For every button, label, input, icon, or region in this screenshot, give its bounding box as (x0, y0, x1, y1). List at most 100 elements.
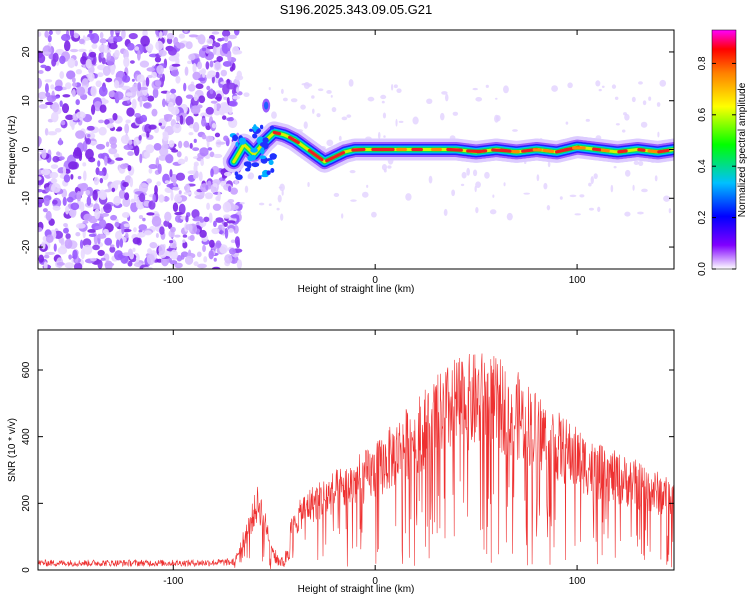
noise-blob (523, 192, 531, 195)
noise-blob (42, 208, 48, 213)
noise-blob (85, 148, 94, 160)
noise-blob (122, 228, 132, 233)
noise-blob (426, 98, 433, 105)
noise-blob (41, 241, 46, 250)
noise-blob (80, 248, 85, 260)
noise-blob (75, 99, 80, 106)
noise-blob (125, 92, 133, 97)
noise-blob (341, 213, 344, 219)
noise-blob (176, 114, 180, 122)
noise-blob (223, 96, 228, 101)
noise-blob (443, 208, 448, 217)
noise-blob (184, 255, 194, 265)
noise-blob (184, 66, 189, 76)
noise-blob (100, 52, 104, 59)
noise-blob (83, 170, 87, 181)
noise-blob (132, 237, 141, 245)
noise-blob (211, 266, 221, 269)
ridge-feature (251, 162, 260, 168)
noise-blob (145, 144, 155, 154)
noise-blob (230, 187, 238, 195)
noise-blob (49, 171, 59, 179)
noise-blob (177, 158, 186, 165)
noise-blob (475, 96, 483, 102)
noise-blob (185, 215, 189, 223)
noise-blob (183, 82, 187, 92)
noise-blob (119, 238, 124, 248)
spectrogram-y-tick-label: -20 (21, 239, 32, 254)
noise-blob (184, 183, 191, 193)
noise-blob (206, 85, 211, 91)
ridge-feature (250, 154, 256, 161)
noise-blob (108, 147, 118, 155)
noise-blob (213, 220, 217, 228)
noise-blob (489, 209, 497, 215)
noise-blob (162, 132, 169, 142)
spectrogram-ridge (222, 98, 674, 180)
noise-blob (51, 102, 60, 113)
noise-blob (551, 85, 558, 92)
noise-blob (588, 182, 592, 187)
noise-blob (611, 84, 617, 89)
noise-blob (99, 104, 107, 113)
noise-blob (461, 171, 467, 179)
noise-blob (165, 153, 174, 164)
noise-blob (161, 98, 166, 108)
noise-blob (149, 241, 158, 249)
noise-blob (201, 117, 207, 127)
noise-blob (104, 262, 115, 267)
noise-blob (75, 130, 86, 139)
noise-blob (44, 30, 49, 38)
noise-blob (205, 61, 210, 70)
noise-blob (159, 226, 165, 235)
noise-blob (663, 195, 671, 202)
noise-blob (180, 251, 189, 258)
noise-blob (349, 169, 356, 174)
noise-blob (172, 181, 177, 187)
noise-blob (117, 126, 123, 131)
noise-blob (485, 84, 489, 88)
noise-blob (183, 30, 188, 33)
noise-blob (219, 244, 228, 254)
noise-blob (133, 227, 137, 233)
noise-blob (205, 73, 213, 79)
noise-blob (170, 190, 174, 201)
noise-blob (185, 94, 194, 99)
noise-blob (311, 95, 315, 99)
noise-blob (142, 266, 153, 269)
noise-blob (59, 100, 63, 107)
noise-blob (145, 76, 150, 87)
noise-blob (152, 87, 159, 99)
noise-blob (213, 257, 217, 262)
ridge-feature (270, 168, 275, 173)
noise-blob (113, 35, 123, 42)
noise-blob (279, 183, 285, 192)
noise-blob (114, 49, 120, 58)
noise-blob (182, 234, 188, 238)
noise-blob (441, 91, 448, 95)
noise-blob (174, 214, 183, 223)
noise-blob (192, 147, 200, 152)
noise-blob (155, 232, 159, 239)
noise-blob (82, 244, 93, 255)
noise-blob (494, 97, 498, 100)
noise-blob (123, 56, 130, 68)
noise-blob (232, 95, 241, 100)
noise-blob (127, 260, 133, 267)
noise-blob (395, 118, 398, 127)
noise-blob (120, 134, 130, 145)
noise-blob (89, 30, 93, 34)
noise-blob (59, 71, 65, 79)
noise-blob (206, 46, 215, 50)
noise-blob (68, 254, 73, 260)
noise-blob (153, 143, 162, 151)
noise-blob (109, 244, 115, 248)
noise-blob (178, 33, 186, 39)
noise-blob (198, 171, 203, 182)
noise-blob (229, 66, 234, 72)
noise-blob (174, 195, 183, 203)
noise-blob (208, 212, 213, 224)
noise-blob (175, 172, 186, 181)
noise-blob (187, 170, 197, 175)
